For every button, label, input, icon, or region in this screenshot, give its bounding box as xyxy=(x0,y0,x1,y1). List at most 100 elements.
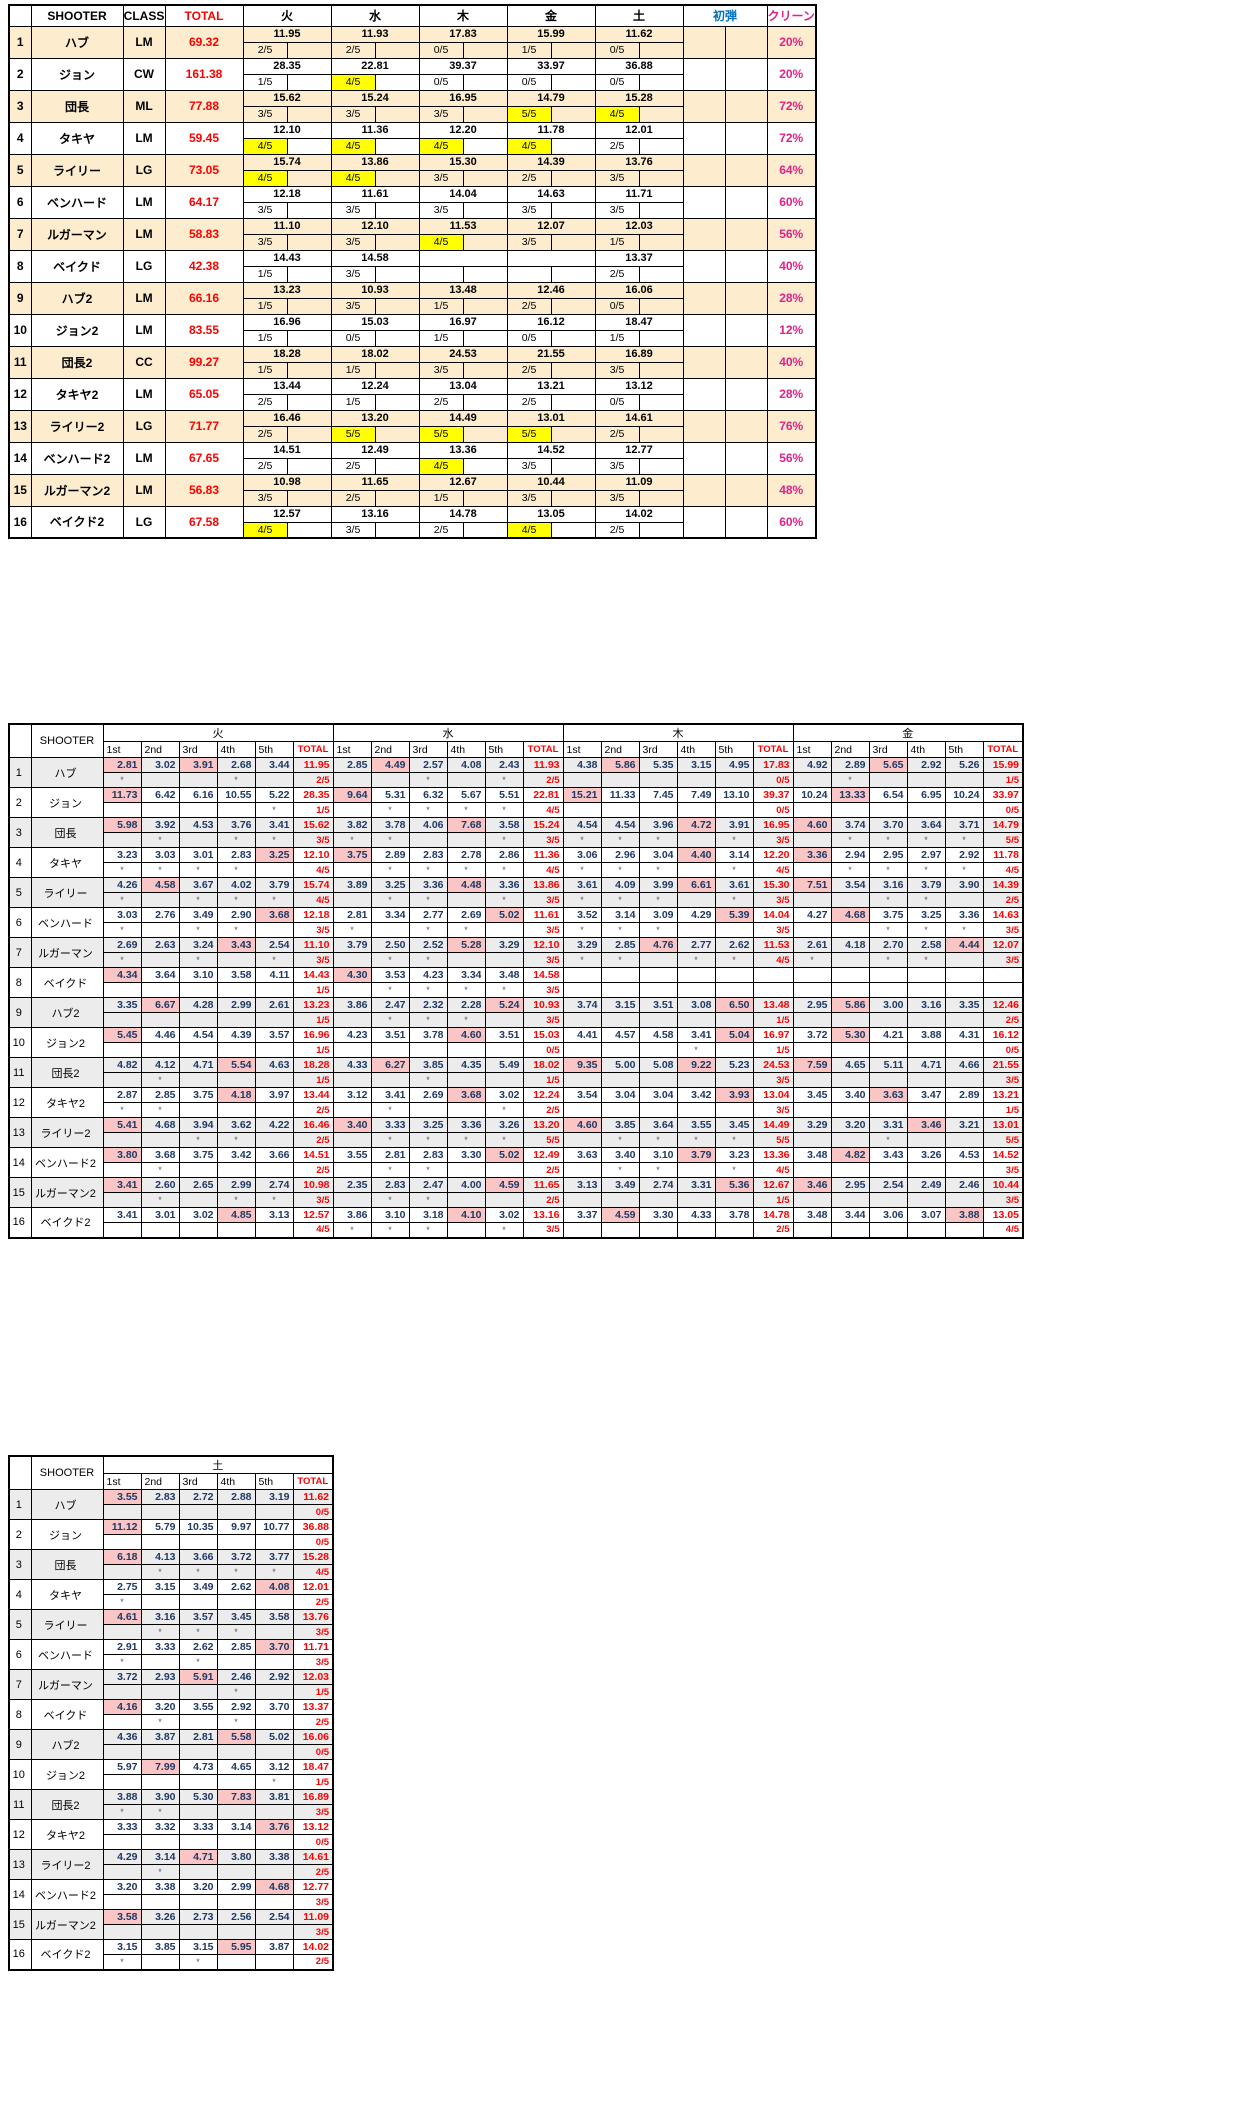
detail-shot-value: 3.92 xyxy=(140,817,180,833)
detail-shot-value: 3.58 xyxy=(216,967,256,983)
detail-day-total: 11.36 xyxy=(522,847,564,863)
summary-day-fraction: 3/5 xyxy=(418,169,464,187)
summary-day-fraction-pad xyxy=(374,393,420,411)
detail-shot-star xyxy=(254,1222,294,1238)
detail-shot-star: * xyxy=(216,832,256,848)
detail-shot-star xyxy=(332,802,372,818)
detail-header-shot-row-sat: 1st 2nd 3rd 4th 5th TOTAL xyxy=(9,1473,334,1490)
detail-header-shooter: SHOOTER xyxy=(30,723,104,758)
summary-day-fraction: 1/5 xyxy=(330,393,376,411)
summary-total: 67.65 xyxy=(164,441,244,475)
summary-shooter-name: ハブ2 xyxy=(30,281,124,315)
summary-day-time: 16.46 xyxy=(242,409,332,427)
detail-shot-value: 5.97 xyxy=(102,1759,142,1775)
detail-row-stars: * * * 3/5 xyxy=(9,1624,334,1640)
summary-clean-pct: 60% xyxy=(766,185,817,219)
summary-shooter-name: ジョン2 xyxy=(30,313,124,347)
detail-shot-star: * xyxy=(676,1042,716,1058)
summary-day-fraction: 2/5 xyxy=(242,425,288,443)
detail-row-stars: 0/5 xyxy=(9,1504,334,1520)
detail-day-total: 13.20 xyxy=(522,1117,564,1133)
detail-shot-value: 5.91 xyxy=(178,1669,218,1685)
detail-shot-value: 3.80 xyxy=(216,1849,256,1865)
detail-shot-value xyxy=(906,967,946,983)
detail-shot-star: * xyxy=(178,892,218,908)
detail-shot-value: 3.66 xyxy=(178,1549,218,1565)
detail-day-total: 18.28 xyxy=(292,1057,334,1073)
detail-shot-star: * xyxy=(944,922,984,938)
detail-shot-star: * xyxy=(638,922,678,938)
detail-shot-value: 2.76 xyxy=(140,907,180,923)
detail-row-values: 7 ルガーマン 2.69 2.63 3.24 3.43 2.54 11.10 3.79 2.50 2… xyxy=(8,937,1024,968)
detail-shot-value: 3.20 xyxy=(140,1699,180,1715)
detail-day-ratio: 3/5 xyxy=(292,1192,334,1208)
detail-shot-value: 3.66 xyxy=(254,1147,294,1163)
summary-day-time: 13.20 xyxy=(330,409,420,427)
detail-day-total: 12.10 xyxy=(522,937,564,953)
detail-row-values: 14 ベンハード2 3.80 3.68 3.75 3.42 3.66 14.51 3.55 2.8… xyxy=(8,1147,1024,1178)
summary-day-fraction-pad xyxy=(638,105,684,123)
detail-shot-star: * xyxy=(254,1564,294,1580)
detail-shot-value: 3.36 xyxy=(484,877,524,893)
detail-shot-value: 10.55 xyxy=(216,787,256,803)
detail-shot-star xyxy=(484,922,524,938)
summary-day-time: 10.44 xyxy=(506,473,596,491)
detail-day-ratio: 0/5 xyxy=(292,1534,334,1550)
detail-shot-star: * xyxy=(714,1132,754,1148)
summary-row-time: 2 ジョン CW 161.38 28.35 22.81 39.37 33.97 36.88 20% xyxy=(8,57,817,91)
summary-row-number: 6 xyxy=(8,185,32,219)
detail-shot-value: 3.26 xyxy=(140,1909,180,1925)
summary-row-time: 11 団長2 CC 99.27 18.28 18.02 24.53 21.55 16.89 40% xyxy=(8,345,817,379)
detail-shot-star xyxy=(254,1132,294,1148)
detail-shot-value: 4.58 xyxy=(140,877,180,893)
detail-shot-value: 3.74 xyxy=(562,997,602,1013)
summary-day-time: 18.47 xyxy=(594,313,684,331)
summary-class: LG xyxy=(122,153,166,187)
detail-shot-star xyxy=(446,832,486,848)
detail-shot-value: 3.31 xyxy=(868,1117,908,1133)
summary-total: 56.83 xyxy=(164,473,244,507)
summary-day-fraction: 3/5 xyxy=(594,457,640,475)
detail-shot-star: * xyxy=(370,1162,410,1178)
detail-day-ratio: 1/5 xyxy=(292,982,334,998)
summary-day-time: 13.04 xyxy=(418,377,508,395)
summary-row-fraction: 1/5 0/5 1/5 0/5 1/5 xyxy=(9,329,816,347)
summary-total: 64.17 xyxy=(164,185,244,219)
detail-shot-star xyxy=(178,1042,218,1058)
detail-shot-star xyxy=(944,1042,984,1058)
detail-shot-value: 3.19 xyxy=(254,1489,294,1505)
summary-shodan-a xyxy=(682,409,726,443)
detail-shot-star xyxy=(638,952,678,968)
detail-shot-value: 3.75 xyxy=(868,907,908,923)
detail-shot-value: 7.49 xyxy=(676,787,716,803)
detail-shot-star xyxy=(140,1504,180,1520)
detail-day-total: 16.12 xyxy=(982,1027,1024,1043)
detail-day-total: 11.62 xyxy=(292,1489,334,1505)
detail-shot-star: * xyxy=(178,1564,218,1580)
detail-shot-value: 5.22 xyxy=(254,787,294,803)
detail-day-total: 14.58 xyxy=(522,967,564,983)
detail-shot-star: * xyxy=(216,1564,256,1580)
detail-shot-value: 6.32 xyxy=(408,787,448,803)
detail-day-ratio: 3/5 xyxy=(522,952,564,968)
summary-shodan-a xyxy=(682,57,726,91)
summary-day-fraction: 1/5 xyxy=(418,329,464,347)
detail-shot-star: * xyxy=(178,862,218,878)
detail-shot-value: 2.35 xyxy=(332,1177,372,1193)
summary-day-fraction: 1/5 xyxy=(330,361,376,379)
detail-shot-star: * xyxy=(600,1162,640,1178)
detail-shot-value: 3.45 xyxy=(714,1117,754,1133)
summary-shodan-b xyxy=(724,217,768,251)
detail-shot-star: * xyxy=(140,862,180,878)
detail-shot-value: 2.85 xyxy=(140,1087,180,1103)
detail-shot-star: * xyxy=(332,922,372,938)
summary-class: ML xyxy=(122,89,166,123)
detail-shot-star xyxy=(562,1192,602,1208)
detail-day-total: 18.02 xyxy=(522,1057,564,1073)
detail-shot-value: 3.71 xyxy=(944,817,984,833)
detail-shot-value: 3.04 xyxy=(638,1087,678,1103)
detail-shot-value: 3.85 xyxy=(408,1057,448,1073)
detail-shooter-name: タキヤ2 xyxy=(30,1819,104,1850)
detail-shot-value: 2.86 xyxy=(484,847,524,863)
detail-shot-star xyxy=(254,1954,294,1970)
